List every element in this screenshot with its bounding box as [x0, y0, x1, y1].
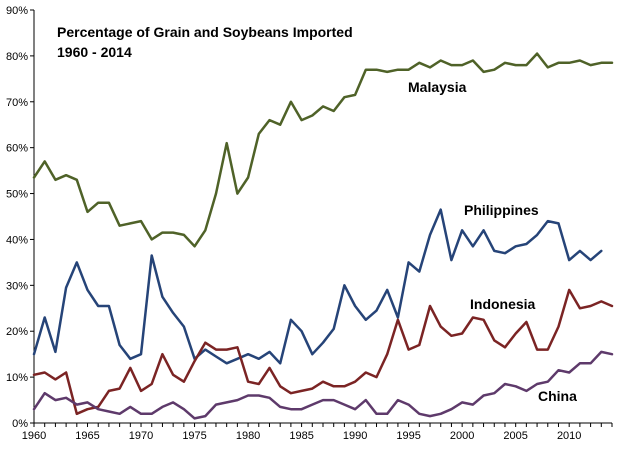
chart-subtitle: 1960 - 2014 [57, 44, 132, 60]
x-tick-label: 1985 [289, 430, 313, 442]
x-tick-label: 1965 [75, 430, 99, 442]
y-tick-label: 20% [6, 326, 28, 338]
x-tick-label: 2010 [557, 430, 581, 442]
series-line-indonesia [32, 288, 614, 416]
y-tick-label: 90% [6, 5, 28, 17]
x-tick-label: 2005 [503, 430, 527, 442]
x-tick-label: 1970 [129, 430, 153, 442]
series-line-malaysia [32, 52, 614, 248]
y-tick-label: 70% [6, 97, 28, 109]
series-label-philippines: Philippines [464, 202, 539, 218]
y-tick-label: 0% [12, 418, 28, 430]
series-label-indonesia: Indonesia [470, 296, 536, 312]
y-tick-label: 10% [6, 372, 28, 384]
y-tick-label: 80% [6, 51, 28, 63]
chart-title: Percentage of Grain and Soybeans Importe… [57, 24, 353, 40]
x-tick-label: 1995 [396, 430, 420, 442]
x-tick-label: 1960 [22, 430, 46, 442]
y-tick-label: 40% [6, 234, 28, 246]
series-lines [32, 52, 614, 420]
y-tick-label: 60% [6, 143, 28, 155]
series-line-philippines [32, 208, 603, 365]
series-label-malaysia: Malaysia [408, 79, 467, 95]
y-tick-label: 30% [6, 280, 28, 292]
x-tick-label: 2000 [450, 430, 474, 442]
x-tick-label: 1980 [236, 430, 260, 442]
y-tick-label: 50% [6, 189, 28, 201]
series-line-china [32, 350, 614, 420]
x-tick-label: 1975 [182, 430, 206, 442]
axes: 0% 10% 20% 30% 40% 50% 60% 70% 80% 90% 1960 1965 197… [6, 5, 613, 442]
x-tick-label: 1990 [343, 430, 367, 442]
series-label-china: China [538, 388, 577, 404]
